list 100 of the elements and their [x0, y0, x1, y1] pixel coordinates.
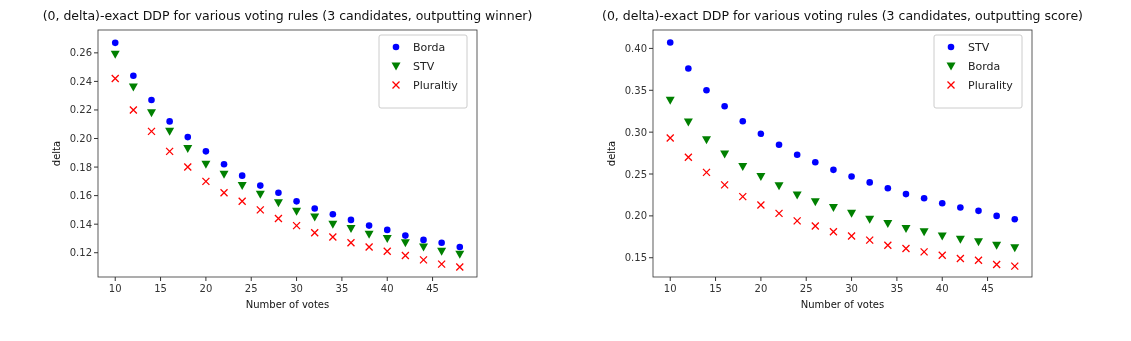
point [920, 194, 928, 202]
point [346, 238, 356, 247]
point [848, 173, 855, 180]
y-tick-label: 0.20 [624, 210, 647, 222]
y-tick-label: 0.25 [624, 168, 647, 180]
point [184, 133, 192, 141]
point [183, 145, 193, 153]
y-tick-label: 0.14 [69, 218, 92, 230]
legend-label: Pluraltiy [413, 79, 459, 92]
point [793, 216, 802, 226]
chart-title: (0, delta)-exact DDP for various voting rules (3 candidates, outputting score) [602, 8, 1083, 23]
point [974, 256, 983, 265]
point [183, 162, 192, 172]
point [756, 200, 766, 210]
point [310, 228, 319, 237]
x-tick-label: 30 [845, 283, 858, 294]
point [738, 192, 747, 201]
point [938, 251, 947, 260]
y-tick-label: 0.40 [624, 42, 647, 54]
point [383, 247, 392, 256]
point [110, 50, 120, 59]
point [166, 118, 173, 125]
point [702, 136, 711, 145]
point [883, 241, 892, 250]
legend-label: Borda [413, 41, 446, 54]
point [937, 232, 947, 241]
point [147, 127, 156, 136]
point [919, 228, 929, 237]
point [328, 232, 337, 242]
point [975, 207, 982, 215]
point [792, 191, 802, 200]
y-axis-title: delta [606, 140, 617, 167]
point [347, 216, 355, 224]
y-tick-label: 0.18 [69, 161, 92, 173]
point [165, 127, 175, 136]
point [255, 190, 265, 199]
point [683, 118, 693, 127]
point [866, 179, 873, 186]
point [111, 74, 120, 83]
y-axis-title: delta [51, 140, 62, 167]
x-tick-label: 45 [426, 283, 439, 294]
point [293, 198, 300, 205]
point [238, 172, 246, 179]
point [202, 148, 210, 155]
point [666, 133, 675, 143]
point [292, 221, 301, 230]
point [665, 96, 675, 105]
point [257, 182, 264, 189]
x-tick-label: 40 [935, 283, 949, 294]
point [148, 96, 155, 104]
point [165, 147, 174, 156]
point [420, 236, 427, 244]
x-tick-label: 20 [754, 283, 768, 294]
point [812, 158, 819, 166]
point [955, 235, 965, 244]
point [111, 39, 119, 47]
point [1010, 261, 1019, 271]
point [438, 239, 445, 247]
x-tick-label: 15 [154, 283, 167, 294]
point [830, 166, 837, 174]
point [901, 224, 911, 233]
point [437, 247, 447, 256]
point [130, 72, 137, 79]
x-tick-label: 40 [380, 283, 394, 294]
point [884, 184, 892, 192]
point [757, 130, 765, 138]
point [738, 162, 748, 171]
x-tick-label: 35 [335, 283, 349, 294]
point [275, 189, 282, 197]
point [201, 177, 211, 186]
point [456, 243, 464, 251]
point [437, 260, 446, 269]
point [1010, 244, 1020, 253]
x-tick-label: 30 [290, 283, 303, 294]
x-tick-label: 25 [244, 283, 258, 294]
point [720, 150, 730, 159]
point [720, 180, 729, 190]
point [775, 141, 783, 149]
point [419, 255, 428, 265]
point [702, 168, 711, 177]
point [993, 212, 1000, 220]
x-tick-label: 45 [981, 283, 994, 294]
point [364, 242, 374, 252]
legend-label: STV [413, 60, 435, 73]
point [328, 220, 338, 229]
y-tick-label: 0.22 [69, 104, 92, 116]
point [455, 262, 464, 272]
point [938, 200, 946, 207]
point [201, 160, 211, 169]
legend-label: Borda [968, 60, 1001, 73]
point [311, 205, 318, 212]
point [383, 226, 391, 234]
point [400, 239, 410, 248]
x-axis-title: Number of votes [800, 299, 885, 310]
point [956, 254, 965, 263]
point [774, 182, 784, 191]
y-tick-label: 0.15 [624, 252, 647, 264]
chart-title: (0, delta)-exact DDP for various voting rules (3 candidates, outputting winner) [42, 8, 533, 23]
x-tick-label: 20 [199, 283, 213, 294]
x-tick-label: 25 [799, 283, 813, 294]
